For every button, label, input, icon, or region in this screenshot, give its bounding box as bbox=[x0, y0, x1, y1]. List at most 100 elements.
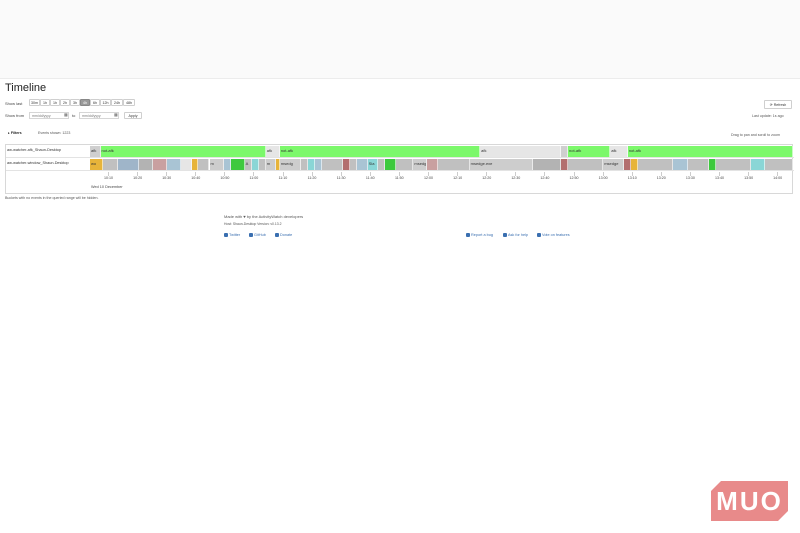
timeline-page: Timeline Show last 30m 1h 1h 2h 3h 4h 6h 12h 24h… bbox=[0, 79, 800, 209]
event-label: not-afk bbox=[569, 148, 582, 153]
timeline-event[interactable]: m bbox=[209, 159, 224, 170]
timeline-chart[interactable]: aw-watcher-afk_Shaun-Desktop afk not-afk a… bbox=[5, 144, 794, 194]
timeline-event[interactable]: msedg bbox=[279, 159, 301, 170]
time-axis: Wed 10 December 10:10 10:20 10:30 10:40 10:5… bbox=[90, 172, 793, 194]
timeline-event[interactable] bbox=[378, 159, 386, 170]
timeline-event[interactable] bbox=[561, 159, 569, 170]
timeline-event[interactable]: afk bbox=[265, 146, 280, 157]
report-bug-link[interactable]: Report a bug bbox=[466, 233, 493, 237]
timeline-event[interactable] bbox=[631, 159, 639, 170]
vote-features-link[interactable]: Vote on features bbox=[537, 233, 570, 237]
timeline-event[interactable] bbox=[251, 159, 259, 170]
timeline-event[interactable]: not-afk bbox=[100, 146, 266, 157]
from-date-input[interactable]: mm/dd/yyyy bbox=[29, 112, 69, 119]
event-label: m bbox=[210, 161, 214, 166]
timeline-event[interactable] bbox=[687, 159, 709, 170]
timeline-event[interactable] bbox=[139, 159, 154, 170]
timeline-event[interactable] bbox=[307, 159, 315, 170]
range-button-12h[interactable]: 12h bbox=[100, 99, 111, 106]
timeline-event[interactable] bbox=[300, 159, 308, 170]
timeline-event[interactable] bbox=[385, 159, 396, 170]
timeline-event[interactable] bbox=[230, 159, 245, 170]
timeline-event[interactable]: not-afk bbox=[627, 146, 793, 157]
twitter-link[interactable]: Twitter bbox=[224, 233, 240, 237]
range-button-3h[interactable]: 3h bbox=[70, 99, 80, 106]
timeline-event[interactable] bbox=[343, 159, 351, 170]
range-button-30m[interactable]: 30m bbox=[29, 99, 40, 106]
timeline-event[interactable] bbox=[314, 159, 322, 170]
tick-label: 13:20 bbox=[656, 176, 666, 180]
timeline-event[interactable]: msedge.exe bbox=[469, 159, 533, 170]
timeline-event[interactable] bbox=[673, 159, 688, 170]
timeline-event[interactable] bbox=[532, 159, 561, 170]
tick-label: 10:20 bbox=[133, 176, 143, 180]
timeline-event[interactable]: Sla bbox=[367, 159, 379, 170]
range-button-6h[interactable]: 6h bbox=[90, 99, 100, 106]
range-button-2h[interactable]: 2h bbox=[60, 99, 70, 106]
vote-features-label: Vote on features bbox=[542, 233, 570, 237]
twitter-icon bbox=[224, 233, 228, 237]
timeline-event[interactable] bbox=[191, 159, 199, 170]
range-button-4h[interactable]: 4h bbox=[80, 99, 90, 106]
timeline-event[interactable]: m bbox=[265, 159, 277, 170]
timeline-event[interactable] bbox=[708, 159, 716, 170]
refresh-button[interactable]: ⟳ Refresh bbox=[764, 100, 792, 109]
timeline-event[interactable] bbox=[357, 159, 368, 170]
logo-corner bbox=[711, 481, 721, 491]
tick-label: 12:20 bbox=[482, 176, 492, 180]
donate-label: Donate bbox=[280, 233, 293, 237]
timeline-event[interactable] bbox=[181, 159, 192, 170]
timeline-event[interactable]: afk bbox=[90, 146, 101, 157]
timeline-event[interactable]: afk bbox=[610, 146, 628, 157]
timeline-event[interactable] bbox=[102, 159, 119, 170]
timeline-event[interactable] bbox=[750, 159, 765, 170]
timeline-event[interactable] bbox=[624, 159, 632, 170]
ask-help-link[interactable]: Ask for help bbox=[503, 233, 528, 237]
timeline-event[interactable] bbox=[167, 159, 182, 170]
lane-afk[interactable]: afk not-afk afk not-afk afk not-afk afk not-afk bbox=[90, 146, 793, 157]
range-button-1h[interactable]: 1h bbox=[50, 99, 60, 106]
event-label: Sla bbox=[368, 161, 375, 166]
tick-label: 10:50 bbox=[220, 176, 230, 180]
event-label: afk bbox=[266, 148, 273, 153]
calendar-icon[interactable]: ▦ bbox=[64, 112, 68, 117]
timeline-event[interactable] bbox=[561, 146, 569, 157]
timeline-event[interactable] bbox=[350, 159, 358, 170]
calendar-icon[interactable]: ▦ bbox=[114, 112, 118, 117]
tick-label: 11:20 bbox=[307, 176, 317, 180]
timeline-event[interactable]: not-afk bbox=[279, 146, 481, 157]
ask-help-label: Ask for help bbox=[508, 233, 529, 237]
timeline-event[interactable]: wo bbox=[90, 159, 103, 170]
timeline-event[interactable]: msedg bbox=[413, 159, 428, 170]
timeline-event[interactable] bbox=[568, 159, 604, 170]
timeline-event[interactable] bbox=[223, 159, 231, 170]
timeline-event[interactable] bbox=[427, 159, 438, 170]
range-button-24h[interactable]: 24h bbox=[111, 99, 123, 106]
tick-label: 13:30 bbox=[685, 176, 695, 180]
github-link[interactable]: GitHub bbox=[249, 233, 266, 237]
range-button-1h[interactable]: 1h bbox=[40, 99, 50, 106]
timeline-event[interactable]: afk bbox=[480, 146, 561, 157]
github-label: GitHub bbox=[254, 233, 266, 237]
timeline-event[interactable] bbox=[321, 159, 344, 170]
timeline-event[interactable] bbox=[764, 159, 793, 170]
timeline-event[interactable] bbox=[198, 159, 210, 170]
timeline-event[interactable]: A bbox=[244, 159, 252, 170]
range-button-48h[interactable]: 48h bbox=[123, 99, 135, 106]
timeline-event[interactable] bbox=[258, 159, 266, 170]
timeline-event[interactable] bbox=[153, 159, 168, 170]
timeline-event[interactable] bbox=[638, 159, 674, 170]
timeline-event[interactable] bbox=[437, 159, 470, 170]
filters-toggle[interactable]: ▸ Filters bbox=[8, 131, 22, 135]
timeline-event[interactable] bbox=[276, 159, 280, 170]
timeline-event[interactable]: not-afk bbox=[568, 146, 611, 157]
hidden-buckets-note: Buckets with no events in the queried ra… bbox=[5, 196, 99, 200]
timeline-event[interactable]: msedge bbox=[603, 159, 625, 170]
timeline-event[interactable] bbox=[395, 159, 414, 170]
to-date-input[interactable]: mm/dd/yyyy bbox=[79, 112, 119, 119]
apply-button[interactable]: Apply bbox=[124, 112, 142, 119]
timeline-event[interactable] bbox=[118, 159, 140, 170]
timeline-event[interactable] bbox=[715, 159, 751, 170]
donate-link[interactable]: Donate bbox=[275, 233, 292, 237]
